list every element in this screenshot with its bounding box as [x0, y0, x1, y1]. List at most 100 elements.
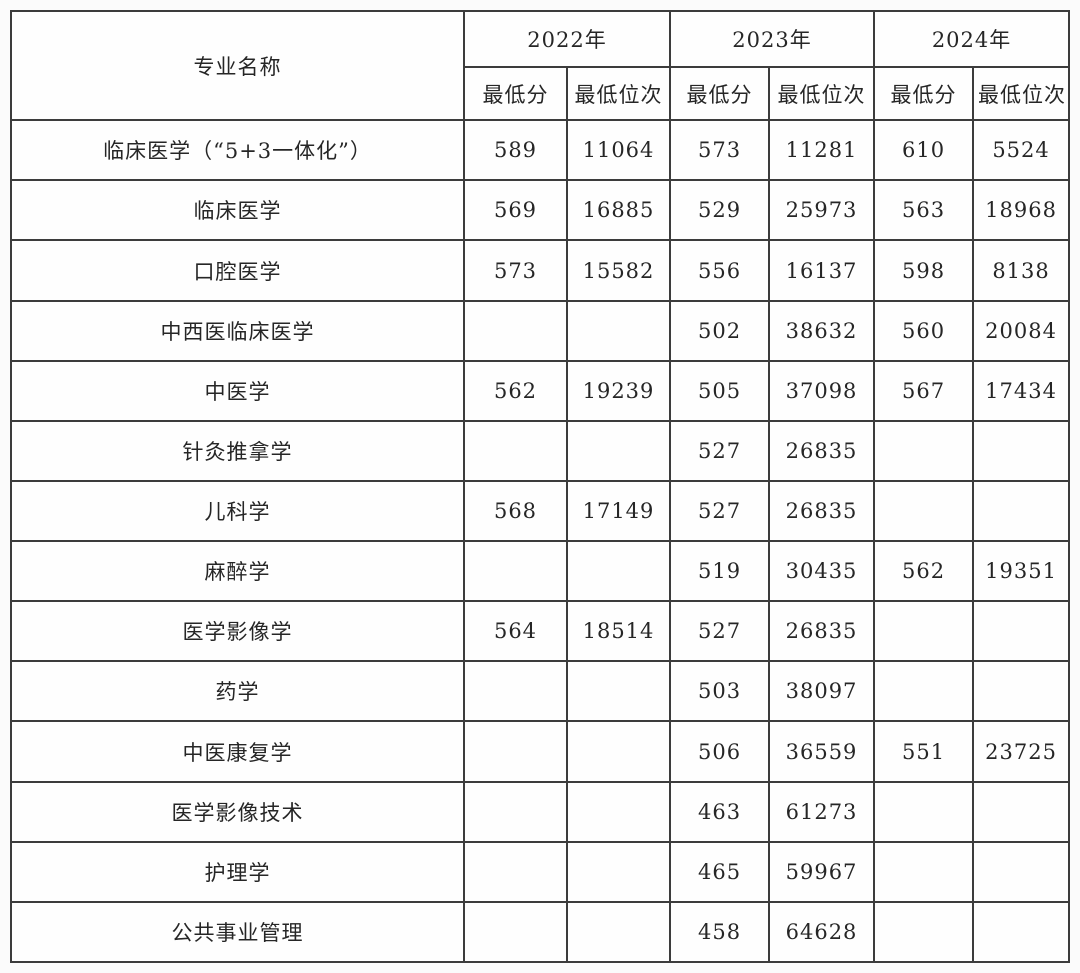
- header-subhead-row: 最低分 最低位次 最低分 最低位次 最低分 最低位次: [11, 66, 1071, 122]
- score-cell: 551: [873, 720, 975, 783]
- table-row: 公共事业管理 458 64628: [10, 900, 1071, 964]
- score-cell: [873, 660, 975, 723]
- rank-cell: [565, 720, 672, 783]
- score-cell: 567: [873, 359, 975, 422]
- rank-cell: 18968: [972, 179, 1071, 242]
- year-header-2024: 2024年: [873, 9, 1071, 69]
- table-row: 药学 503 38097: [10, 660, 1071, 723]
- rank-cell: 8138: [972, 239, 1071, 302]
- score-cell: [463, 720, 568, 783]
- score-cell: [463, 840, 568, 903]
- score-cell: [873, 479, 975, 543]
- min-score-header-2022: 最低分: [463, 66, 568, 122]
- score-cell: 463: [669, 780, 771, 843]
- major-name-cell: 中西医临床医学: [10, 299, 465, 362]
- score-cell: 563: [873, 179, 975, 242]
- score-cell: [873, 780, 975, 843]
- score-cell: 556: [669, 239, 771, 302]
- table-row: 临床医学（“5+3一体化”） 589 11064 573 11281 610 5…: [10, 119, 1071, 182]
- score-cell: [463, 660, 568, 723]
- year-header-2023: 2023年: [669, 9, 876, 69]
- min-rank-header-2022: 最低位次: [565, 66, 672, 122]
- score-cell: [463, 299, 568, 362]
- score-cell: 560: [873, 299, 975, 362]
- admission-score-table: 专业名称 2022年 2023年 2024年 最低分 最低位次 最低分 最低位次…: [10, 9, 1071, 964]
- rank-cell: 16885: [565, 179, 672, 242]
- rank-cell: 5524: [972, 119, 1071, 182]
- score-cell: 568: [463, 479, 568, 543]
- score-cell: 503: [669, 660, 771, 723]
- rank-cell: 23725: [972, 720, 1071, 783]
- table-row: 中西医临床医学 502 38632 560 20084: [10, 299, 1071, 362]
- score-cell: [873, 600, 975, 663]
- min-score-header-2023: 最低分: [669, 66, 771, 122]
- table-row: 医学影像技术 463 61273: [10, 780, 1071, 843]
- rank-cell: [565, 419, 672, 482]
- table-row: 临床医学 569 16885 529 25973 563 18968: [10, 179, 1071, 242]
- score-cell: 610: [873, 119, 975, 182]
- score-cell: 505: [669, 359, 771, 422]
- rank-cell: [972, 479, 1071, 543]
- rank-cell: 16137: [768, 239, 876, 302]
- major-name-cell: 中医学: [10, 359, 465, 422]
- table-row: 护理学 465 59967: [10, 840, 1071, 903]
- score-cell: [873, 419, 975, 482]
- score-cell: 562: [873, 540, 975, 603]
- score-cell: 573: [463, 239, 568, 302]
- rank-cell: 18514: [565, 600, 672, 663]
- rank-cell: 19239: [565, 359, 672, 422]
- rank-cell: 61273: [768, 780, 876, 843]
- score-cell: 573: [669, 119, 771, 182]
- rank-cell: 38632: [768, 299, 876, 362]
- table-row: 中医康复学 506 36559 551 23725: [10, 720, 1071, 783]
- major-name-cell: 药学: [10, 660, 465, 723]
- min-rank-header-2024: 最低位次: [972, 66, 1071, 122]
- major-name-cell: 临床医学（“5+3一体化”）: [10, 119, 465, 182]
- major-name-cell: 护理学: [10, 840, 465, 903]
- rank-cell: [565, 660, 672, 723]
- rank-cell: [972, 840, 1071, 903]
- rank-cell: [565, 900, 672, 964]
- rank-cell: 26835: [768, 419, 876, 482]
- rank-cell: 15582: [565, 239, 672, 302]
- table-row: 儿科学 568 17149 527 26835: [10, 479, 1071, 543]
- score-cell: [873, 840, 975, 903]
- major-name-cell: 医学影像技术: [10, 780, 465, 843]
- rank-cell: 25973: [768, 179, 876, 242]
- rank-cell: 19351: [972, 540, 1071, 603]
- major-name-cell: 针灸推拿学: [10, 419, 465, 482]
- rank-cell: 11064: [565, 119, 672, 182]
- score-cell: 527: [669, 479, 771, 543]
- major-name-cell: 口腔医学: [10, 239, 465, 302]
- rank-cell: 36559: [768, 720, 876, 783]
- score-cell: [463, 540, 568, 603]
- score-cell: [463, 419, 568, 482]
- score-cell: [463, 900, 568, 964]
- rank-cell: [972, 780, 1071, 843]
- rank-cell: 64628: [768, 900, 876, 964]
- table-row: 针灸推拿学 527 26835: [10, 419, 1071, 482]
- rank-cell: 17434: [972, 359, 1071, 422]
- rank-cell: [565, 840, 672, 903]
- table-row: 医学影像学 564 18514 527 26835: [10, 600, 1071, 663]
- score-cell: 569: [463, 179, 568, 242]
- score-cell: 465: [669, 840, 771, 903]
- rank-cell: [972, 419, 1071, 482]
- rank-cell: [565, 299, 672, 362]
- rank-cell: 37098: [768, 359, 876, 422]
- rank-cell: 38097: [768, 660, 876, 723]
- major-name-cell: 儿科学: [10, 479, 465, 543]
- score-cell: 564: [463, 600, 568, 663]
- table-row: 中医学 562 19239 505 37098 567 17434: [10, 359, 1071, 422]
- score-cell: 527: [669, 419, 771, 482]
- major-name-cell: 中医康复学: [10, 720, 465, 783]
- rank-cell: 17149: [565, 479, 672, 543]
- rank-cell: [565, 540, 672, 603]
- rank-cell: [565, 780, 672, 843]
- score-cell: 527: [669, 600, 771, 663]
- score-cell: 506: [669, 720, 771, 783]
- score-cell: 529: [669, 179, 771, 242]
- major-name-header: 专业名称: [10, 9, 465, 122]
- major-name-cell: 医学影像学: [10, 600, 465, 663]
